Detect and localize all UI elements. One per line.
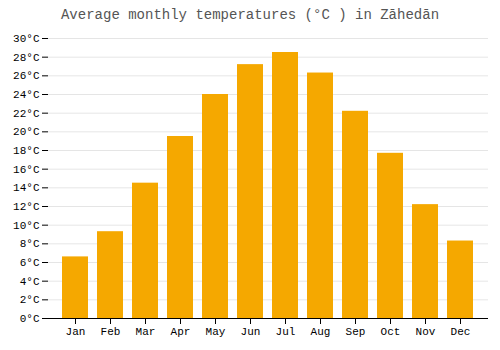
svg-text:Oct: Oct xyxy=(381,326,401,338)
svg-text:6°C: 6°C xyxy=(20,257,40,269)
svg-text:Jun: Jun xyxy=(241,326,261,338)
svg-text:24°C: 24°C xyxy=(13,89,40,101)
svg-text:Mar: Mar xyxy=(136,326,156,338)
svg-text:20°C: 20°C xyxy=(13,126,40,138)
svg-text:0°C: 0°C xyxy=(20,313,40,325)
svg-text:2°C: 2°C xyxy=(20,294,40,306)
svg-text:14°C: 14°C xyxy=(13,182,40,194)
html-text:Average monthly temperatures (: Average monthly temperatures (°C ) in Zā… xyxy=(61,7,439,23)
svg-text:10°C: 10°C xyxy=(13,220,40,232)
svg-text:Aug: Aug xyxy=(311,326,331,338)
svg-text:30°C: 30°C xyxy=(13,33,40,45)
svg-text:28°C: 28°C xyxy=(13,52,40,64)
svg-text:Feb: Feb xyxy=(101,326,121,338)
svg-text:Jul: Jul xyxy=(276,326,296,338)
svg-text:Dec: Dec xyxy=(451,326,471,338)
svg-text:Sep: Sep xyxy=(346,326,366,338)
svg-text:8°C: 8°C xyxy=(20,238,40,250)
svg-text:12°C: 12°C xyxy=(13,201,40,213)
svg-text:26°C: 26°C xyxy=(13,70,40,82)
svg-text:4°C: 4°C xyxy=(20,276,40,288)
svg-text:Jan: Jan xyxy=(66,326,86,338)
svg-text:Nov: Nov xyxy=(416,326,436,338)
svg-text:May: May xyxy=(206,326,226,338)
svg-text:22°C: 22°C xyxy=(13,108,40,120)
svg-text:18°C: 18°C xyxy=(13,145,40,157)
svg-text:16°C: 16°C xyxy=(13,164,40,176)
svg-text:Apr: Apr xyxy=(171,326,191,338)
